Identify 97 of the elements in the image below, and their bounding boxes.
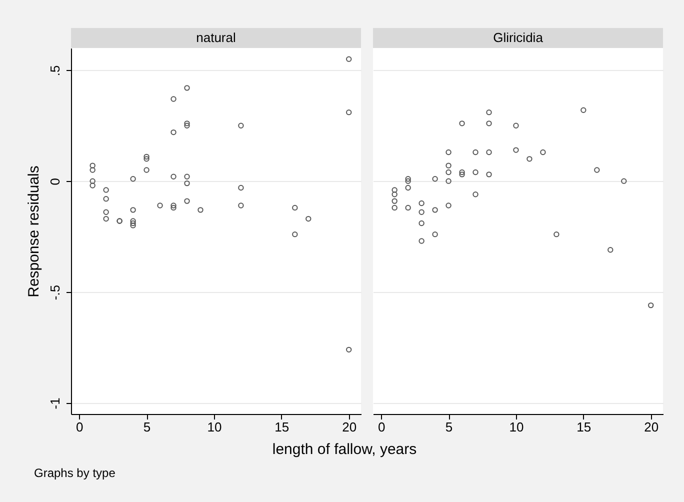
point: [513, 147, 519, 153]
point: [472, 192, 478, 198]
point: [526, 156, 532, 162]
point: [103, 196, 109, 202]
point: [238, 202, 244, 208]
point: [446, 149, 452, 156]
text: Graphs by type: [34, 466, 116, 480]
point: [486, 109, 492, 116]
y-tick-label: 0: [48, 178, 62, 186]
point: [346, 56, 352, 62]
point: [459, 169, 465, 176]
point: [446, 169, 452, 176]
point: [170, 204, 176, 211]
point: [103, 187, 109, 193]
x-tick-label: 20: [342, 420, 357, 434]
point: [648, 302, 654, 308]
point: [486, 149, 492, 156]
point: [103, 216, 109, 222]
point: [392, 187, 398, 193]
point: [405, 176, 411, 182]
point: [184, 180, 190, 186]
point: [184, 198, 190, 204]
chart-title: natural: [196, 30, 236, 45]
point: [198, 207, 204, 213]
point: [513, 122, 519, 128]
point: [130, 220, 136, 226]
point: [144, 154, 150, 160]
y-tick-label: -1: [48, 398, 62, 410]
point: [157, 202, 163, 208]
point: [418, 200, 424, 206]
point: [432, 231, 438, 238]
point: [486, 120, 492, 126]
point: [472, 169, 478, 176]
point: [418, 220, 424, 226]
x-tick-label: 20: [644, 420, 659, 434]
point: [103, 209, 109, 215]
point: [238, 122, 244, 128]
point: [459, 120, 465, 126]
point: [184, 85, 190, 91]
point: [130, 207, 136, 213]
point: [540, 149, 546, 156]
point: [432, 207, 438, 213]
point: [405, 178, 411, 184]
point: [306, 216, 312, 222]
point: [170, 96, 176, 102]
x-tick-label: 15: [274, 420, 290, 434]
point: [608, 247, 614, 253]
point: [170, 129, 176, 136]
point: [405, 204, 411, 211]
point: [346, 346, 352, 353]
x-tick-label: 10: [509, 420, 524, 434]
point: [446, 162, 452, 168]
point: [432, 176, 438, 182]
point: [392, 198, 398, 204]
point: [144, 156, 150, 162]
point: [90, 182, 96, 188]
x-tick-label: 5: [445, 420, 453, 434]
point: [144, 167, 150, 173]
chart-title: Gliricidia: [493, 30, 544, 45]
point: [346, 109, 352, 116]
y-tick-label: -.5: [48, 284, 62, 300]
point: [238, 184, 244, 191]
x-tick-label: 15: [576, 420, 592, 434]
point: [292, 231, 298, 238]
point: [130, 222, 136, 228]
x-axis-title: length of fallow, years: [272, 441, 417, 458]
point: [170, 202, 176, 208]
point: [446, 202, 452, 208]
point: [90, 167, 96, 173]
point: [90, 162, 96, 168]
point: [170, 174, 176, 180]
point: [580, 107, 586, 113]
point: [594, 167, 600, 173]
point: [486, 172, 492, 178]
point: [130, 176, 136, 182]
point: [392, 192, 398, 198]
y-tick-label: .5: [48, 65, 62, 76]
point: [184, 174, 190, 180]
x-tick-label: 0: [76, 420, 84, 434]
point: [292, 204, 298, 211]
point: [446, 178, 452, 184]
point: [392, 204, 398, 211]
point: [554, 231, 560, 238]
point: [90, 178, 96, 184]
point: [418, 238, 424, 244]
point: [130, 218, 136, 224]
point: [621, 178, 627, 184]
point: [472, 149, 478, 156]
point: [459, 172, 465, 178]
point: [184, 120, 190, 126]
x-tick-label: 5: [143, 420, 151, 434]
point: [418, 209, 424, 215]
point: [184, 122, 190, 128]
y-axis-title: Response residuals: [26, 166, 42, 298]
point: [405, 184, 411, 191]
x-tick-label: 10: [207, 420, 222, 434]
x-tick-label: 0: [378, 420, 386, 434]
